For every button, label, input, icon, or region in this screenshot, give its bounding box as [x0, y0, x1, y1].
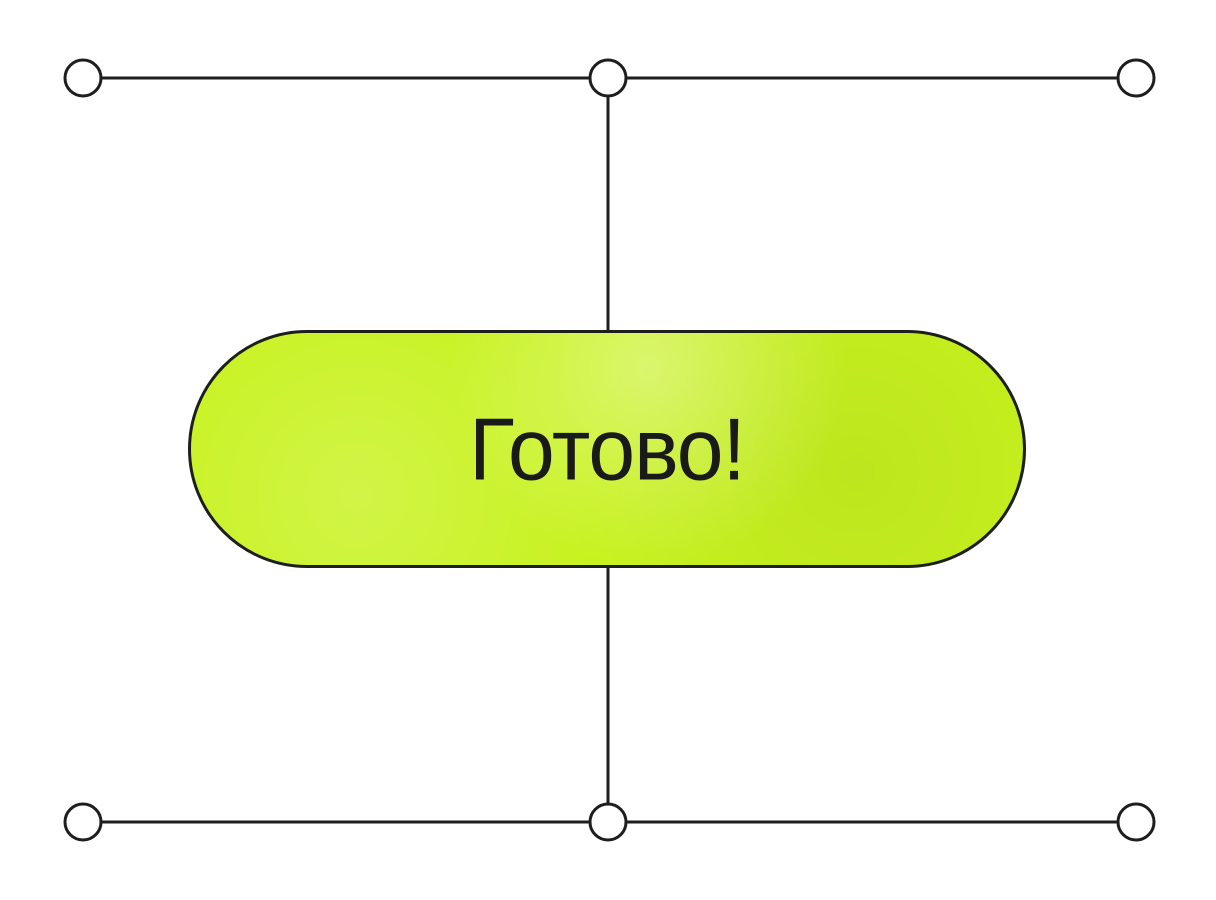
- node-top-right: [1116, 58, 1156, 98]
- status-label: Готово!: [469, 399, 746, 499]
- node-top-center: [588, 58, 628, 98]
- nodes-layer: [63, 58, 1156, 842]
- node-bottom-right: [1116, 802, 1156, 842]
- node-top-left: [63, 58, 103, 98]
- edges-layer: [81, 76, 1138, 824]
- status-pill: Готово!: [188, 330, 1026, 568]
- node-bottom-left: [63, 802, 103, 842]
- node-bottom-center: [588, 802, 628, 842]
